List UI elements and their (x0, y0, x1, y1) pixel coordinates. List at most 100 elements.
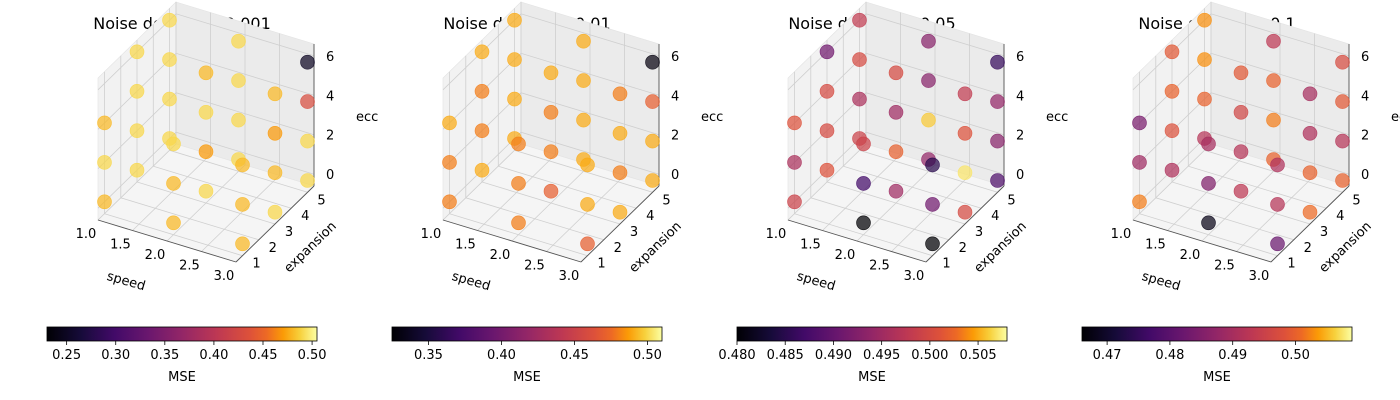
y-tick-label: 2 (959, 241, 967, 256)
scatter-point (97, 194, 112, 210)
x-axis-label: speed (795, 269, 837, 294)
scatter-point (442, 155, 457, 170)
gridline (120, 55, 259, 241)
x-axis-line (97, 219, 237, 263)
scatter-point (300, 94, 315, 109)
scatter-point (1201, 176, 1216, 191)
y-tick-label: 1 (252, 257, 260, 272)
gridline (787, 92, 1005, 169)
scatter-point (925, 236, 940, 252)
gridline (810, 55, 949, 241)
gridline (787, 13, 1005, 91)
scatter-point (612, 165, 628, 180)
scatter-point (612, 204, 628, 220)
y-tick-label: 3 (285, 225, 293, 240)
scatter-point (1201, 215, 1216, 231)
scatter-point (990, 94, 1005, 109)
scatter-point (543, 144, 559, 159)
y-tick-label: 4 (301, 209, 309, 224)
colorbar-tick-label: 0.50 (298, 348, 327, 363)
y-tick-label: 3 (630, 225, 638, 240)
x-tick-label: 2.0 (835, 248, 856, 263)
scatter-point (1201, 136, 1216, 152)
z-axis-label: ecc (356, 110, 378, 125)
scatter-point (231, 112, 246, 128)
scatter-point (856, 215, 871, 231)
scatter-point (580, 236, 595, 252)
gridline (1132, 13, 1350, 91)
colorbar-tick-label: 0.505 (959, 348, 996, 363)
scatter-point (235, 157, 250, 173)
scatter-point (300, 54, 315, 70)
scatter-point (166, 136, 181, 152)
x-tick-label: 2.5 (524, 259, 545, 274)
colorbar-tick-label: 0.35 (414, 348, 443, 363)
scatter-point (1132, 155, 1147, 170)
scatter-point (645, 94, 660, 109)
gridline (97, 131, 315, 209)
scatter-point (580, 157, 595, 173)
x-tick-label: 3.0 (214, 269, 235, 284)
z-tick-label: 2 (326, 129, 334, 144)
y-tick-label: 1 (1287, 257, 1295, 272)
z-axis-label: ecc (1046, 110, 1068, 125)
scatter-point (198, 144, 214, 159)
gridline (1132, 92, 1350, 169)
scatter-point (198, 65, 214, 81)
x-tick-label: 2.0 (490, 248, 511, 263)
scatter-point (511, 136, 526, 152)
scatter-point (990, 54, 1005, 70)
scatter-point (162, 91, 177, 107)
colorbar-tick-label: 0.49 (1218, 348, 1247, 363)
z-tick-label: 0 (326, 168, 334, 183)
scatter-point (267, 204, 283, 220)
y-tick-label: 5 (1352, 193, 1360, 208)
x-axis-line (442, 219, 582, 263)
scatter-point (507, 12, 522, 28)
colorbar-label: MSE (168, 370, 196, 385)
scatter-point (852, 91, 867, 107)
x-tick-label: 1.5 (455, 238, 476, 253)
scatter-point (1270, 236, 1285, 252)
scatter-point (990, 133, 1005, 149)
y-axis-line (580, 185, 660, 263)
colorbar-label: MSE (513, 370, 541, 385)
scatter-point (1302, 165, 1318, 180)
scatter-point (819, 162, 835, 178)
scatter-point (1335, 94, 1350, 109)
y-tick-label: 3 (975, 225, 983, 240)
scatter-point (507, 91, 522, 107)
scatter-point (990, 173, 1005, 188)
y-tick-label: 1 (597, 257, 605, 272)
scatter-point (1197, 12, 1212, 28)
gridline (787, 52, 1005, 130)
scatter-point (819, 123, 835, 138)
gridline (842, 24, 982, 209)
z-tick-label: 6 (1361, 50, 1369, 65)
y-tick-label: 2 (614, 241, 622, 256)
scatter-point (129, 44, 145, 60)
x-axis-label: speed (450, 269, 492, 294)
scatter-point (1335, 173, 1350, 188)
scatter-point (267, 165, 283, 180)
colorbar-tick-label: 0.480 (718, 348, 755, 363)
scatter-point (856, 136, 871, 152)
z-tick-label: 0 (671, 168, 679, 183)
scatter-point (1233, 144, 1249, 159)
x-axis-line (1132, 219, 1272, 263)
x-tick-label: 1.0 (76, 227, 97, 242)
x-tick-label: 2.5 (1214, 259, 1235, 274)
y-tick-label: 5 (1007, 193, 1015, 208)
scatter-point (511, 176, 526, 191)
x-tick-label: 2.5 (179, 259, 200, 274)
scatter-point (787, 194, 802, 210)
scatter-point (819, 84, 835, 99)
gridline (1132, 131, 1350, 209)
colorbar-tick-label: 0.35 (150, 348, 179, 363)
scatter-point (162, 12, 177, 28)
gridline (97, 13, 315, 91)
z-tick-label: 0 (1016, 168, 1024, 183)
gridline (1132, 52, 1350, 130)
z-tick-label: 4 (1016, 89, 1024, 104)
